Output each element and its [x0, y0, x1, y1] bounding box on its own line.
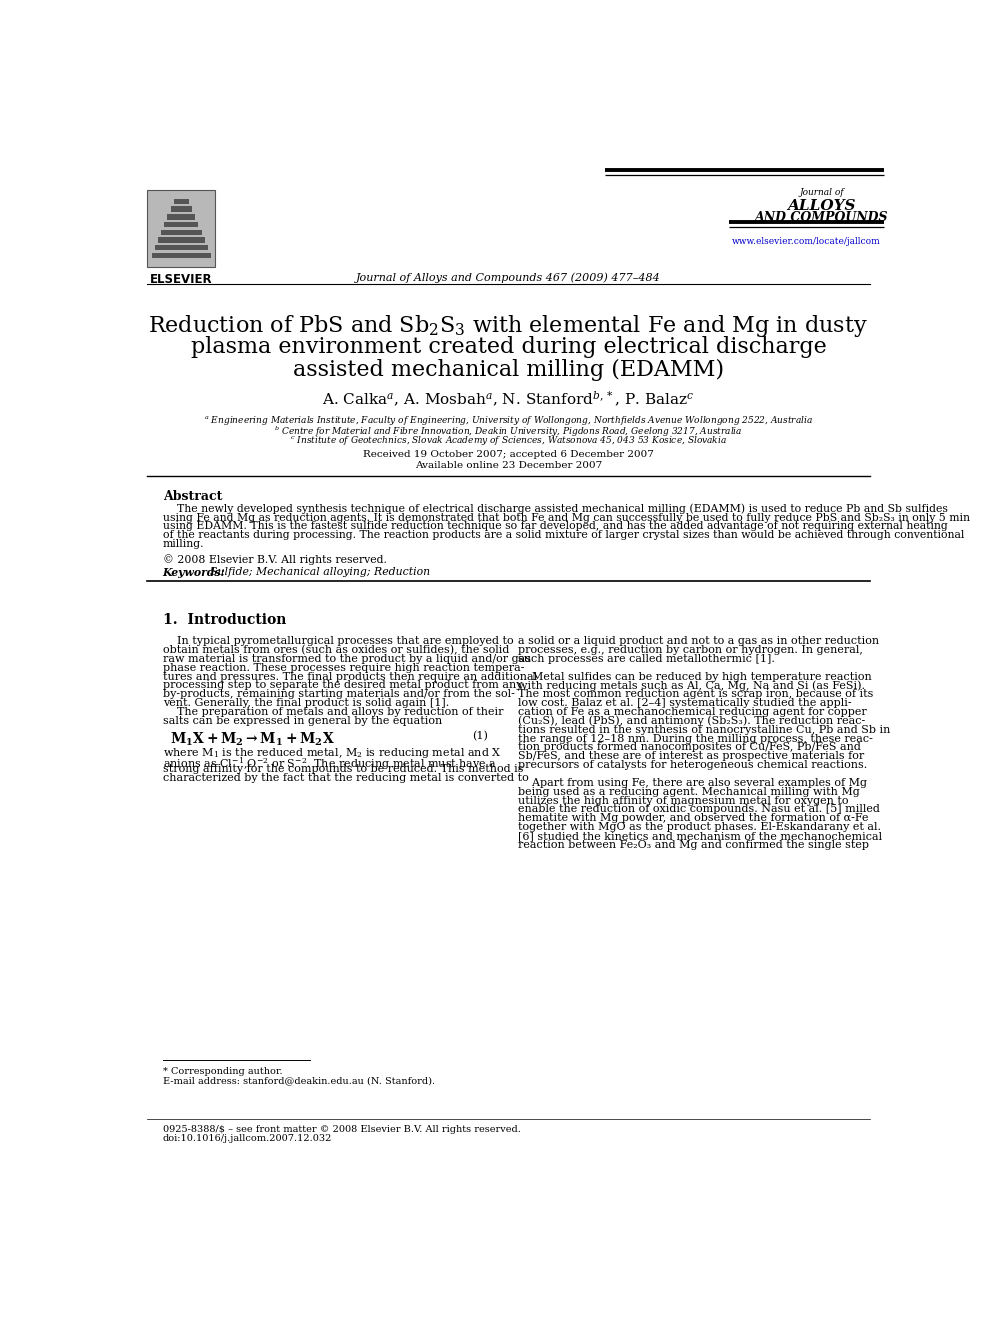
- Text: $^b$ Centre for Material and Fibre Innovation, Deakin University, Pigdons Road, : $^b$ Centre for Material and Fibre Innov…: [274, 425, 743, 439]
- Text: AND COMPOUNDS: AND COMPOUNDS: [755, 212, 888, 224]
- Text: 1.  Introduction: 1. Introduction: [163, 613, 286, 627]
- Text: low cost. Balaz et al. [2–4] systematically studied the appli-: low cost. Balaz et al. [2–4] systematica…: [518, 699, 851, 708]
- Text: utilizes the high affinity of magnesium metal for oxygen to: utilizes the high affinity of magnesium …: [518, 795, 848, 806]
- Text: The most common reduction agent is scrap iron, because of its: The most common reduction agent is scrap…: [518, 689, 873, 700]
- Text: vent. Generally, the final product is solid again [1].: vent. Generally, the final product is so…: [163, 699, 449, 708]
- Text: ELSEVIER: ELSEVIER: [150, 273, 212, 286]
- Text: A. Calka$^a$, A. Mosbah$^a$, N. Stanford$^{b,*}$, P. Balaz$^c$: A. Calka$^a$, A. Mosbah$^a$, N. Stanford…: [322, 390, 694, 409]
- Text: Received 19 October 2007; accepted 6 December 2007: Received 19 October 2007; accepted 6 Dec…: [363, 450, 654, 459]
- Bar: [147, 189, 215, 266]
- Text: [6] studied the kinetics and mechanism of the mechanochemical: [6] studied the kinetics and mechanism o…: [518, 831, 882, 841]
- Text: where M$_1$ is the reduced metal, M$_2$ is reducing metal and X: where M$_1$ is the reduced metal, M$_2$ …: [163, 746, 501, 761]
- Text: such processes are called metallothermic [1].: such processes are called metallothermic…: [518, 654, 775, 664]
- Text: © 2008 Elsevier B.V. All rights reserved.: © 2008 Elsevier B.V. All rights reserved…: [163, 554, 387, 565]
- Text: tions resulted in the synthesis of nanocrystalline Cu, Pb and Sb in: tions resulted in the synthesis of nanoc…: [518, 725, 890, 734]
- Text: Sulfide; Mechanical alloying; Reduction: Sulfide; Mechanical alloying; Reduction: [203, 566, 431, 577]
- Text: cation of Fe as a mechanochemical reducing agent for copper: cation of Fe as a mechanochemical reduci…: [518, 706, 866, 717]
- Text: 0925-8388/$ – see front matter © 2008 Elsevier B.V. All rights reserved.: 0925-8388/$ – see front matter © 2008 El…: [163, 1125, 521, 1134]
- Text: obtain metals from ores (such as oxides or sulfides), the solid: obtain metals from ores (such as oxides …: [163, 646, 509, 655]
- Text: precursors of catalysts for heterogeneous chemical reactions.: precursors of catalysts for heterogeneou…: [518, 761, 867, 770]
- Text: Available online 23 December 2007: Available online 23 December 2007: [415, 460, 602, 470]
- Text: tures and pressures. The final products then require an additional: tures and pressures. The final products …: [163, 672, 537, 681]
- Text: E-mail address: stanford@deakin.edu.au (N. Stanford).: E-mail address: stanford@deakin.edu.au (…: [163, 1077, 434, 1086]
- Text: phase reaction. These processes require high reaction tempera-: phase reaction. These processes require …: [163, 663, 524, 672]
- Text: Metal sulfides can be reduced by high temperature reaction: Metal sulfides can be reduced by high te…: [518, 672, 871, 681]
- Text: together with MgO as the product phases. El-Eskandarany et al.: together with MgO as the product phases.…: [518, 822, 881, 832]
- Bar: [158, 237, 204, 242]
- Text: www.elsevier.com/locate/jallcom: www.elsevier.com/locate/jallcom: [732, 237, 880, 246]
- Text: by-products, remaining starting materials and/or from the sol-: by-products, remaining starting material…: [163, 689, 515, 700]
- Text: using Fe and Mg as reduction agents. It is demonstrated that both Fe and Mg can : using Fe and Mg as reduction agents. It …: [163, 512, 970, 523]
- Text: processes, e.g., reduction by carbon or hydrogen. In general,: processes, e.g., reduction by carbon or …: [518, 646, 863, 655]
- Bar: [165, 222, 198, 228]
- Text: ALLOYS: ALLOYS: [788, 198, 856, 213]
- Text: Journal of Alloys and Compounds 467 (2009) 477–484: Journal of Alloys and Compounds 467 (200…: [356, 273, 661, 283]
- Text: strong affinity for the compounds to be reduced. This method is: strong affinity for the compounds to be …: [163, 763, 523, 774]
- Bar: [161, 230, 201, 235]
- Bar: [152, 253, 210, 258]
- Text: (1): (1): [472, 730, 488, 741]
- Text: the range of 12–18 nm. During the milling process, these reac-: the range of 12–18 nm. During the millin…: [518, 733, 873, 744]
- Text: hematite with Mg powder, and observed the formation of α-Fe: hematite with Mg powder, and observed th…: [518, 814, 868, 823]
- Text: using EDAMM. This is the fastest sulfide reduction technique so far developed, a: using EDAMM. This is the fastest sulfide…: [163, 521, 947, 532]
- Text: salts can be expressed in general by the equation: salts can be expressed in general by the…: [163, 716, 442, 726]
- Text: tion products formed nanocomposites of Cu/FeS, Pb/FeS and: tion products formed nanocomposites of C…: [518, 742, 861, 753]
- Bar: [155, 245, 207, 250]
- Text: a solid or a liquid product and not to a gas as in other reduction: a solid or a liquid product and not to a…: [518, 636, 879, 646]
- Text: $^a$ Engineering Materials Institute, Faculty of Engineering, University of Woll: $^a$ Engineering Materials Institute, Fa…: [204, 414, 812, 427]
- Text: Sb/FeS, and these are of interest as prospective materials for: Sb/FeS, and these are of interest as pro…: [518, 751, 864, 761]
- Text: Apart from using Fe, there are also several examples of Mg: Apart from using Fe, there are also seve…: [518, 778, 867, 787]
- Text: $^c$ Institute of Geotechnics, Slovak Academy of Sciences, Watsonova 45, 043 53 : $^c$ Institute of Geotechnics, Slovak Ac…: [290, 434, 727, 447]
- Text: raw material is transformed to the product by a liquid and/or gas: raw material is transformed to the produ…: [163, 654, 531, 664]
- Bar: [168, 214, 195, 220]
- Text: Keywords:: Keywords:: [163, 566, 225, 578]
- Text: assisted mechanical milling (EDAMM): assisted mechanical milling (EDAMM): [293, 359, 724, 381]
- Text: of the reactants during processing. The reaction products are a solid mixture of: of the reactants during processing. The …: [163, 531, 964, 540]
- Text: anions as Cl$^{-1}$,O$^{-2}$ or S$^{-2}$. The reducing metal must have a: anions as Cl$^{-1}$,O$^{-2}$ or S$^{-2}$…: [163, 755, 497, 771]
- Text: Journal of: Journal of: [800, 188, 844, 197]
- Text: milling.: milling.: [163, 540, 204, 549]
- Bar: [171, 206, 192, 212]
- Text: (Cu₂S), lead (PbS), and antimony (Sb₂S₃). The reduction reac-: (Cu₂S), lead (PbS), and antimony (Sb₂S₃)…: [518, 716, 865, 726]
- Text: reaction between Fe₂O₃ and Mg and confirmed the single step: reaction between Fe₂O₃ and Mg and confir…: [518, 840, 869, 849]
- Text: being used as a reducing agent. Mechanical milling with Mg: being used as a reducing agent. Mechanic…: [518, 787, 859, 796]
- Text: with reducing metals such as Al, Ca, Mg, Na and Si (as FeSi).: with reducing metals such as Al, Ca, Mg,…: [518, 680, 865, 691]
- Text: The preparation of metals and alloys by reduction of their: The preparation of metals and alloys by …: [163, 706, 503, 717]
- Text: $\mathbf{M_1X + M_2 \rightarrow M_1 + M_2X}$: $\mathbf{M_1X + M_2 \rightarrow M_1 + M_…: [171, 730, 335, 749]
- Text: doi:10.1016/j.jallcom.2007.12.032: doi:10.1016/j.jallcom.2007.12.032: [163, 1134, 332, 1143]
- Text: characterized by the fact that the reducing metal is converted to: characterized by the fact that the reduc…: [163, 773, 529, 783]
- Text: The newly developed synthesis technique of electrical discharge assisted mechani: The newly developed synthesis technique …: [163, 504, 947, 515]
- Text: In typical pyrometallurgical processes that are employed to: In typical pyrometallurgical processes t…: [163, 636, 514, 646]
- Text: Reduction of PbS and Sb$_2$S$_3$ with elemental Fe and Mg in dusty: Reduction of PbS and Sb$_2$S$_3$ with el…: [149, 312, 868, 339]
- Text: * Corresponding author.: * Corresponding author.: [163, 1068, 283, 1077]
- Text: processing step to separate the desired metal product from any: processing step to separate the desired …: [163, 680, 522, 691]
- Text: plasma environment created during electrical discharge: plasma environment created during electr…: [190, 336, 826, 357]
- Bar: [174, 198, 189, 204]
- Text: Abstract: Abstract: [163, 490, 222, 503]
- Text: enable the reduction of oxidic compounds. Nasu et al. [5] milled: enable the reduction of oxidic compounds…: [518, 804, 880, 815]
